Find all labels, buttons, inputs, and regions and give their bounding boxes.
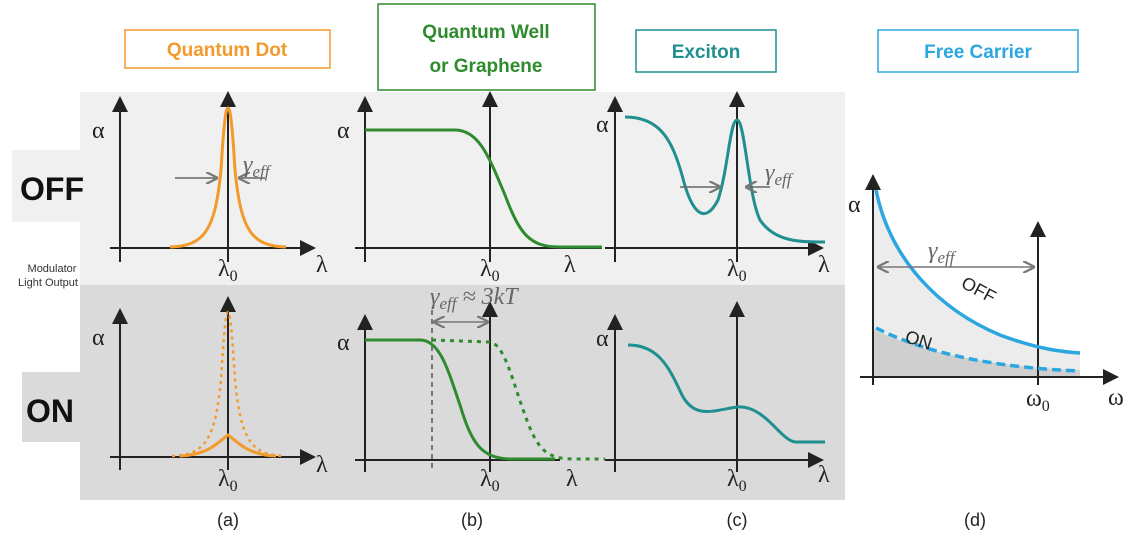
panel-a-off: γeff α λ λ0 <box>92 91 328 285</box>
svg-text:α: α <box>92 118 105 144</box>
side-label-line1: Modulator <box>28 263 77 275</box>
off-curve-label: OFF <box>958 273 999 308</box>
caption-d: (d) <box>964 510 986 530</box>
panel-b-on: γeff ≈ 3kT α λ λ0 <box>337 284 605 495</box>
panel-a-on: α λ λ0 <box>92 296 328 495</box>
caption-c: (c) <box>727 510 748 530</box>
panel-d: γeff OFF ON α ω ω0 <box>848 174 1124 415</box>
svg-text:λ0: λ0 <box>218 256 238 285</box>
svg-text:α: α <box>337 118 350 144</box>
svg-text:λ: λ <box>316 252 328 278</box>
svg-text:Quantum Dot: Quantum Dot <box>167 40 288 61</box>
caption-b: (b) <box>461 510 483 530</box>
svg-text:ω: ω <box>1108 385 1124 411</box>
off-label-box <box>12 150 80 222</box>
svg-text:λ: λ <box>564 252 576 278</box>
svg-text:α: α <box>337 330 350 356</box>
caption-a: (a) <box>217 510 239 530</box>
svg-text:λ0: λ0 <box>480 256 500 285</box>
svg-text:λ: λ <box>566 466 578 492</box>
svg-text:ω0: ω0 <box>1026 386 1050 415</box>
off-curve <box>874 189 1081 355</box>
svg-text:λ: λ <box>316 452 328 478</box>
svg-text:α: α <box>848 192 861 218</box>
svg-text:γeff: γeff <box>928 238 957 267</box>
svg-text:λ: λ <box>818 462 830 488</box>
svg-text:or Graphene: or Graphene <box>430 56 543 77</box>
svg-text:α: α <box>596 112 609 138</box>
svg-text:Quantum Well: Quantum Well <box>422 22 549 43</box>
row-label-off: OFF <box>20 171 84 207</box>
row-label-on: ON <box>26 393 74 429</box>
svg-text:α: α <box>92 325 105 351</box>
svg-text:Exciton: Exciton <box>672 42 741 63</box>
on-curve <box>875 326 1081 373</box>
svg-text:γeff: γeff <box>243 152 272 181</box>
on-label-box <box>22 372 80 442</box>
svg-text:λ0: λ0 <box>480 466 500 495</box>
side-label-line2: Light Output <box>18 277 78 289</box>
header-quantum-dot: Quantum Dot <box>124 29 331 69</box>
panel-c-on: α λ λ0 <box>596 301 830 495</box>
svg-text:Free Carrier: Free Carrier <box>924 42 1032 63</box>
header-free-carrier: Free Carrier <box>877 29 1079 73</box>
panel-b-off: α λ λ0 <box>337 91 602 285</box>
svg-text:λ0: λ0 <box>218 466 238 495</box>
header-exciton: Exciton <box>635 29 777 73</box>
panel-c-off: γeff α λ λ0 <box>596 91 830 285</box>
svg-text:α: α <box>596 326 609 352</box>
svg-text:λ0: λ0 <box>727 256 747 285</box>
lorentzian-curve <box>169 106 287 249</box>
svg-text:γeff ≈ 3kT: γeff ≈ 3kT <box>430 284 519 313</box>
header-quantum-well: Quantum Well or Graphene <box>377 3 596 91</box>
svg-text:γeff: γeff <box>765 160 794 189</box>
svg-text:λ: λ <box>818 252 830 278</box>
svg-text:λ0: λ0 <box>727 466 747 495</box>
